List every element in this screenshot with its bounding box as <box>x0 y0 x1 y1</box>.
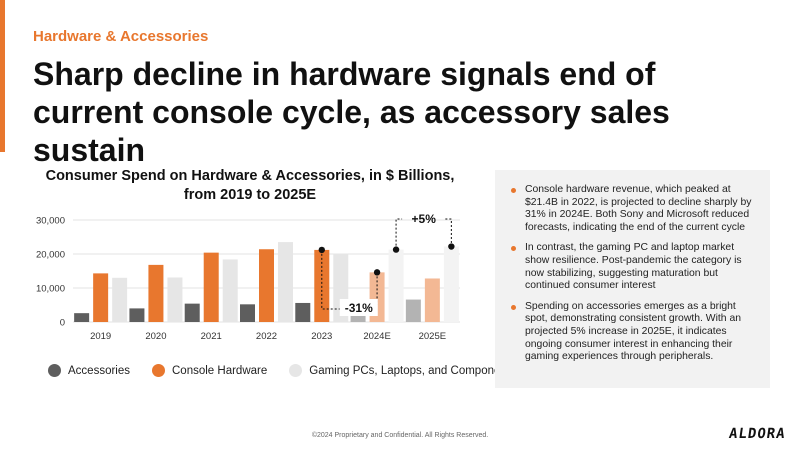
x-tick-label: 2024E <box>363 331 390 342</box>
bar-gaming-2019 <box>112 277 128 322</box>
annotations-layer: -31% +5% <box>318 212 455 316</box>
bar-console-2021 <box>203 252 219 322</box>
annotation-line <box>395 218 403 250</box>
footer-copyright: ©2024 Proprietary and Confidential. All … <box>311 432 489 439</box>
chart-legend: Accessories Console Hardware Gaming PCs,… <box>48 364 538 377</box>
chart-title: Consumer Spend on Hardware & Accessories… <box>45 168 455 203</box>
bar-console-2020 <box>148 264 164 322</box>
annotation-marker <box>448 243 455 250</box>
bar-console-2025e <box>424 278 440 322</box>
x-tick-label: 2019 <box>90 331 111 342</box>
bar-accessories-2025e <box>405 299 421 322</box>
bullet-icon <box>511 304 516 310</box>
annotation-line <box>445 218 452 247</box>
bar-accessories-2022 <box>240 304 255 322</box>
bar-console-2019 <box>93 273 109 322</box>
section-kicker: Hardware & Accessories <box>33 28 209 45</box>
legend-item-console-hardware: Console Hardware <box>152 364 267 377</box>
brand-logo: ALDORA <box>728 426 788 442</box>
annotation-label: -31% <box>345 301 373 315</box>
bar-accessories-2021 <box>184 303 200 322</box>
bar-gaming-2022 <box>278 242 293 322</box>
bar-accessories-2023 <box>295 302 311 322</box>
bar-accessories-2019 <box>74 313 90 322</box>
x-tick-label: 2021 <box>201 331 222 342</box>
x-tick-label: 2025E <box>419 331 446 342</box>
legend-item-gaming-pcs: Gaming PCs, Laptops, and Components <box>289 364 516 377</box>
annotation-label: +5% <box>412 212 437 226</box>
legend-label-gaming-pcs: Gaming PCs, Laptops, and Components <box>309 364 516 377</box>
insight-text: Console hardware revenue, which peaked a… <box>525 184 752 233</box>
x-tick-label: 2020 <box>145 331 166 342</box>
axis-layer: 0 10,000 20,000 30,000 2019 2020 2021 2022 2023 2… <box>36 216 446 343</box>
bullet-icon <box>511 246 516 252</box>
y-tick-label: 30,000 <box>36 216 65 227</box>
legend-label-accessories: Accessories <box>68 364 130 377</box>
insight-item: In contrast, the gaming PC and laptop ma… <box>511 242 756 292</box>
accent-bar <box>0 0 5 152</box>
bar-gaming-2025e <box>443 246 459 322</box>
legend-label-console-hardware: Console Hardware <box>172 364 268 377</box>
insight-item: Console hardware revenue, which peaked a… <box>511 184 756 234</box>
y-tick-label: 10,000 <box>36 284 65 295</box>
y-tick-label: 20,000 <box>36 250 65 261</box>
bar-console-2022 <box>259 249 274 322</box>
bar-gaming-2020 <box>167 277 183 322</box>
insight-text: In contrast, the gaming PC and laptop ma… <box>525 242 742 292</box>
bar-gaming-2024e <box>388 249 404 322</box>
legend-item-accessories: Accessories <box>48 364 130 377</box>
bullet-icon <box>511 188 516 193</box>
slide-headline: Sharp decline in hardware signals end of… <box>33 56 670 168</box>
x-tick-label: 2023 <box>311 331 332 342</box>
legend-swatch-gaming-pcs <box>289 364 303 377</box>
bar-gaming-2021 <box>222 259 238 322</box>
insights-panel: Console hardware revenue, which peaked a… <box>495 170 770 388</box>
x-tick-label: 2022 <box>256 331 277 342</box>
legend-swatch-console-hardware <box>152 364 165 377</box>
insight-item: Spending on accessories emerges as a bri… <box>511 301 756 364</box>
annotation-marker <box>373 269 381 276</box>
insight-text: Spending on accessories emerges as a bri… <box>525 300 742 363</box>
y-tick-label: 0 <box>60 318 65 329</box>
annotation-label-bg <box>339 299 378 316</box>
bar-chart: -31% +5% 0 10,000 20,000 30,000 2019 2020 2021 2… <box>36 212 460 343</box>
legend-swatch-accessories <box>48 364 61 377</box>
bar-accessories-2020 <box>129 308 145 322</box>
